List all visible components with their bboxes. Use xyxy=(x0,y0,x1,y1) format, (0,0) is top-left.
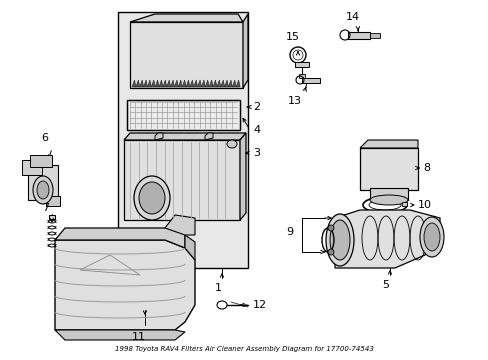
Ellipse shape xyxy=(329,220,349,260)
Ellipse shape xyxy=(134,176,170,220)
Text: 6: 6 xyxy=(41,133,48,143)
Bar xyxy=(298,74,305,78)
Bar xyxy=(49,215,55,219)
Bar xyxy=(30,155,52,167)
Text: 3: 3 xyxy=(252,148,260,158)
Polygon shape xyxy=(136,80,140,87)
Polygon shape xyxy=(124,140,240,220)
Polygon shape xyxy=(204,133,213,140)
Polygon shape xyxy=(224,80,228,87)
Text: 11: 11 xyxy=(132,332,146,342)
Bar xyxy=(359,148,417,190)
Polygon shape xyxy=(201,80,205,87)
Ellipse shape xyxy=(327,225,333,231)
Bar xyxy=(294,62,308,67)
Bar xyxy=(118,12,247,268)
Ellipse shape xyxy=(419,217,443,257)
Text: 1: 1 xyxy=(214,283,221,293)
Polygon shape xyxy=(197,80,201,87)
Polygon shape xyxy=(55,240,195,330)
Text: 8: 8 xyxy=(422,163,429,173)
Ellipse shape xyxy=(33,176,53,204)
Polygon shape xyxy=(236,80,240,87)
Text: 5: 5 xyxy=(382,280,389,290)
Bar xyxy=(46,196,60,206)
Polygon shape xyxy=(185,80,190,87)
Ellipse shape xyxy=(37,181,49,199)
Ellipse shape xyxy=(327,249,333,255)
Polygon shape xyxy=(216,80,221,87)
Polygon shape xyxy=(184,235,195,260)
Text: 1998 Toyota RAV4 Filters Air Cleaner Assembly Diagram for 17700-74543: 1998 Toyota RAV4 Filters Air Cleaner Ass… xyxy=(115,346,373,352)
Polygon shape xyxy=(228,80,232,87)
Polygon shape xyxy=(130,14,243,22)
Polygon shape xyxy=(174,80,178,87)
Polygon shape xyxy=(147,80,151,87)
Text: 12: 12 xyxy=(252,300,266,310)
Bar xyxy=(401,202,406,206)
Polygon shape xyxy=(213,80,217,87)
Text: 10: 10 xyxy=(417,200,431,210)
Polygon shape xyxy=(130,22,243,88)
Bar xyxy=(369,188,407,200)
Text: 15: 15 xyxy=(285,32,299,42)
Polygon shape xyxy=(164,215,195,235)
Bar xyxy=(369,33,379,38)
Ellipse shape xyxy=(139,182,164,214)
Bar xyxy=(302,78,319,83)
Polygon shape xyxy=(359,140,417,148)
Polygon shape xyxy=(163,80,166,87)
Polygon shape xyxy=(243,14,247,88)
Text: 2: 2 xyxy=(252,102,260,112)
Ellipse shape xyxy=(325,214,353,266)
Polygon shape xyxy=(334,210,439,268)
Polygon shape xyxy=(143,80,147,87)
Polygon shape xyxy=(232,80,236,87)
Polygon shape xyxy=(140,80,143,87)
Polygon shape xyxy=(220,80,224,87)
Polygon shape xyxy=(151,80,155,87)
Polygon shape xyxy=(159,80,163,87)
Polygon shape xyxy=(182,80,186,87)
Polygon shape xyxy=(170,80,174,87)
Bar xyxy=(28,165,58,200)
Polygon shape xyxy=(178,80,182,87)
Ellipse shape xyxy=(226,140,237,148)
Polygon shape xyxy=(193,80,197,87)
Polygon shape xyxy=(124,133,245,140)
Bar xyxy=(22,160,42,175)
Text: 9: 9 xyxy=(285,227,292,237)
Text: 7: 7 xyxy=(42,203,49,213)
Polygon shape xyxy=(55,330,184,340)
Bar xyxy=(127,100,240,130)
Polygon shape xyxy=(189,80,193,87)
Polygon shape xyxy=(155,80,159,87)
Text: 14: 14 xyxy=(345,12,359,22)
Polygon shape xyxy=(132,80,136,87)
Polygon shape xyxy=(205,80,209,87)
Text: 13: 13 xyxy=(287,96,302,106)
Text: 4: 4 xyxy=(252,125,260,135)
Polygon shape xyxy=(240,133,245,220)
Bar xyxy=(127,100,240,130)
Polygon shape xyxy=(209,80,213,87)
Ellipse shape xyxy=(423,223,439,251)
Polygon shape xyxy=(55,228,184,248)
Polygon shape xyxy=(155,133,163,140)
Ellipse shape xyxy=(369,195,407,205)
Bar xyxy=(347,32,369,39)
Polygon shape xyxy=(166,80,170,87)
